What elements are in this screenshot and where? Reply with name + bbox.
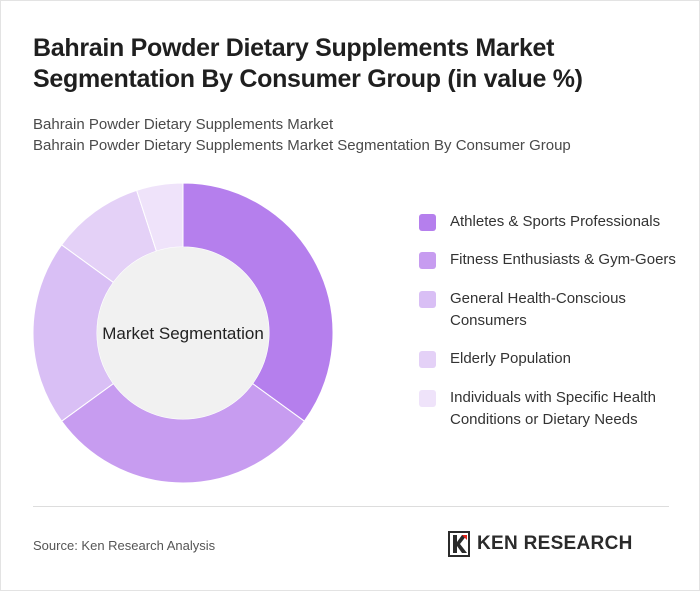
legend-label: Individuals with Specific Health Conditi… — [450, 389, 656, 428]
chart-legend: Athletes & Sports Professionals Fitness … — [419, 211, 681, 431]
legend-swatch — [419, 214, 436, 231]
legend-item-fitness-enthusiasts: Fitness Enthusiasts & Gym-Goers — [419, 249, 681, 271]
legend-swatch — [419, 351, 436, 368]
brand-logo: KEN RESEARCH — [447, 531, 633, 557]
legend-item-elderly: Elderly Population — [419, 348, 681, 370]
legend-label: Athletes & Sports Professionals — [450, 213, 661, 230]
subtitle-line-2: Bahrain Powder Dietary Supplements Marke… — [33, 137, 571, 154]
ken-research-logo-icon — [448, 531, 470, 557]
legend-label: General Health-Conscious Consumers — [450, 290, 626, 329]
legend-swatch — [419, 291, 436, 308]
legend-item-health-conscious: General Health-Conscious Consumers — [419, 288, 681, 332]
logo-text: KEN RESEARCH — [477, 533, 633, 554]
legend-label: Elderly Population — [450, 350, 571, 367]
legend-swatch — [419, 390, 436, 407]
subtitle-line-1: Bahrain Powder Dietary Supplements Marke… — [33, 116, 334, 133]
legend-item-athletes: Athletes & Sports Professionals — [419, 211, 681, 233]
source-note: Source: Ken Research Analysis — [33, 538, 216, 553]
donut-center-label: Market Segmentation — [102, 324, 264, 343]
legend-swatch — [419, 252, 436, 269]
chart-subtitle: Bahrain Powder Dietary Supplements Marke… — [33, 114, 673, 156]
legend-item-specific-health-conditions: Individuals with Specific Health Conditi… — [419, 387, 681, 431]
donut-chart: Market Segmentation — [32, 182, 334, 484]
donut-hole — [97, 247, 269, 419]
footer-divider — [33, 506, 669, 507]
chart-title: Bahrain Powder Dietary Supplements Marke… — [33, 34, 583, 93]
legend-label: Fitness Enthusiasts & Gym-Goers — [450, 251, 676, 268]
